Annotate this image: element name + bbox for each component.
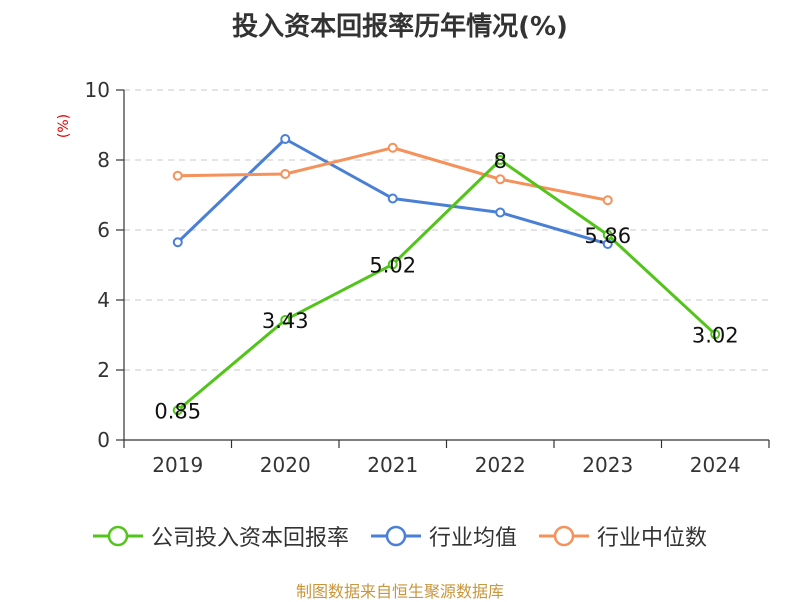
x-tick-label: 2020 bbox=[260, 453, 311, 477]
x-tick-label: 2024 bbox=[690, 453, 741, 477]
data-point-1 bbox=[280, 134, 291, 144]
data-point-1 bbox=[387, 193, 398, 204]
legend-label: 行业中位数 bbox=[597, 526, 708, 551]
data-point-0 bbox=[602, 229, 613, 240]
x-tick-label: 2019 bbox=[152, 453, 203, 477]
y-tick-label: 0 bbox=[97, 428, 110, 452]
data-point-0 bbox=[495, 155, 506, 165]
data-point-0 bbox=[710, 329, 721, 340]
legend-line-marker-icon bbox=[539, 525, 589, 547]
y-tick-label: 6 bbox=[97, 218, 110, 242]
data-label: 3.43 bbox=[262, 309, 309, 333]
data-point-0 bbox=[172, 405, 183, 416]
chart-title: 投入资本回报率历年情况(%) bbox=[232, 12, 568, 42]
series-line-0 bbox=[176, 158, 717, 412]
legend: 公司投入资本回报率 行业均值 行业中位数 bbox=[0, 518, 800, 554]
series-line-2 bbox=[177, 146, 609, 202]
data-point-1 bbox=[172, 237, 183, 248]
data-label: 8 bbox=[494, 149, 507, 173]
source-note: 制图数据来自恒生聚源数据库 bbox=[295, 582, 504, 601]
x-tick-label: 2023 bbox=[582, 453, 633, 477]
data-point-2 bbox=[495, 174, 506, 185]
y-tick-label: 2 bbox=[97, 358, 110, 382]
legend-line-marker-icon bbox=[370, 525, 421, 547]
data-label: 5.02 bbox=[369, 253, 416, 277]
data-label: 5.86 bbox=[584, 224, 631, 248]
data-label: 0.85 bbox=[154, 399, 201, 423]
legend-item-industry-mean[interactable]: 行业均值 bbox=[370, 520, 517, 552]
data-point-2 bbox=[387, 142, 398, 153]
data-point-1 bbox=[602, 239, 613, 249]
data-point-2 bbox=[602, 195, 613, 206]
data-point-0 bbox=[387, 259, 398, 270]
y-tick-label: 8 bbox=[97, 148, 110, 172]
legend-label: 行业均值 bbox=[428, 526, 517, 551]
data-point-1 bbox=[495, 207, 506, 218]
y-tick-label: 10 bbox=[85, 78, 110, 102]
legend-item-industry-median[interactable]: 行业中位数 bbox=[539, 520, 707, 552]
x-tick-label: 2022 bbox=[475, 453, 526, 477]
data-label: 3.02 bbox=[692, 323, 739, 347]
data-point-2 bbox=[280, 169, 291, 179]
data-point-0 bbox=[280, 314, 291, 325]
x-tick-label: 2021 bbox=[367, 453, 418, 477]
legend-item-company[interactable]: 公司投入资本回报率 bbox=[92, 520, 349, 552]
legend-line-marker-icon bbox=[92, 525, 143, 547]
legend-label: 公司投入资本回报率 bbox=[150, 526, 349, 551]
y-tick-label: 4 bbox=[97, 288, 110, 312]
data-point-2 bbox=[172, 170, 183, 181]
y-axis-label: (%) bbox=[56, 114, 72, 138]
